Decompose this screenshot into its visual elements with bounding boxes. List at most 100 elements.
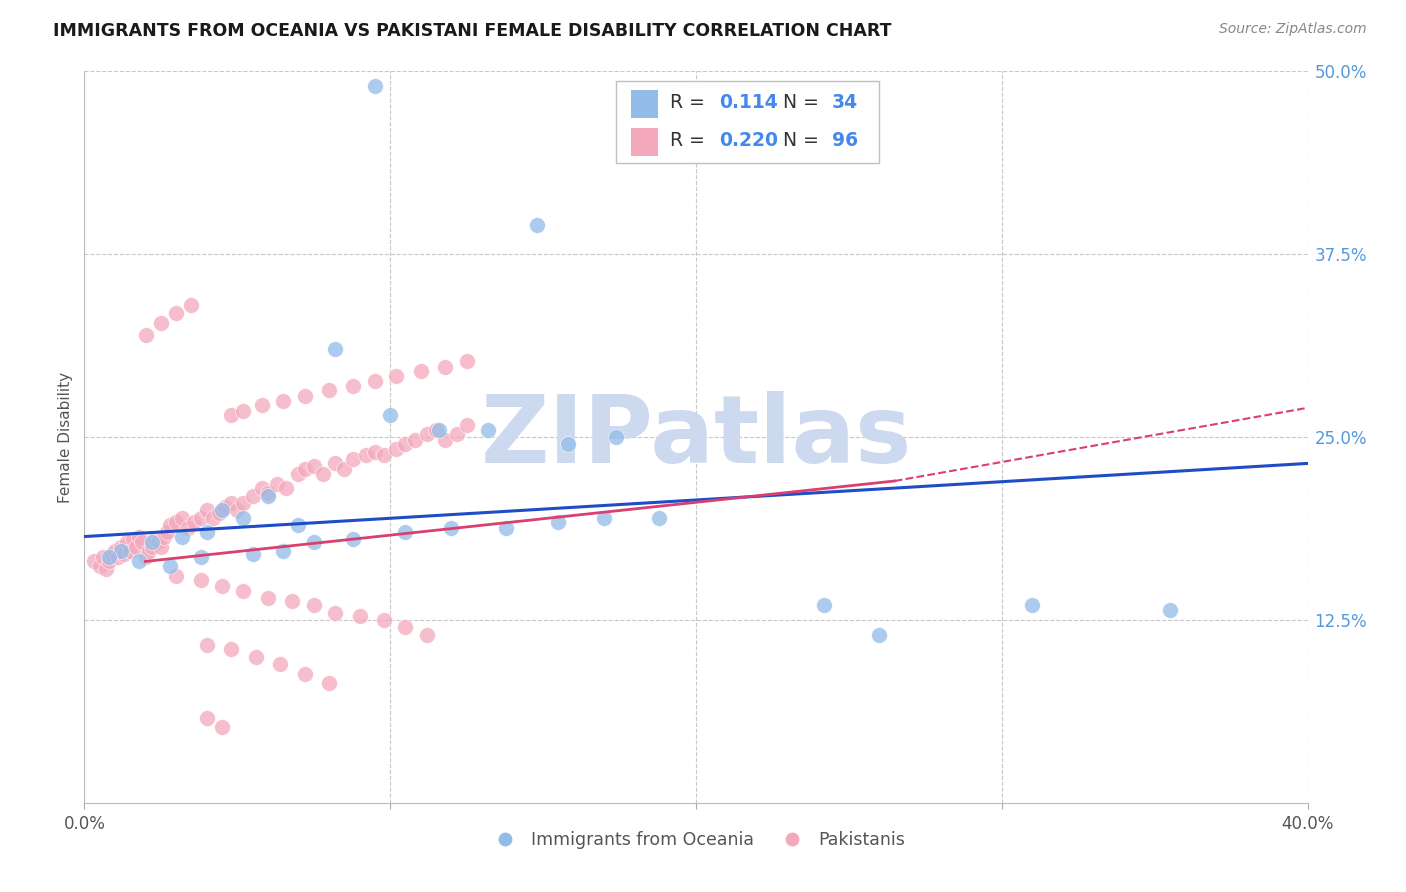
Point: [141, 535, 163, 549]
Point: [122, 533, 145, 547]
Point: [354, 448, 377, 462]
Text: Source: ZipAtlas.com: Source: ZipAtlas.com: [1219, 22, 1367, 37]
Point: [195, 525, 218, 540]
Point: [271, 393, 294, 408]
Point: [385, 442, 408, 456]
Point: [318, 676, 340, 690]
Point: [232, 496, 254, 510]
Point: [97, 554, 120, 568]
Point: [153, 530, 176, 544]
Point: [190, 574, 212, 588]
Point: [190, 510, 212, 524]
Point: [250, 398, 273, 412]
Point: [495, 521, 517, 535]
Point: [605, 430, 627, 444]
Point: [214, 500, 236, 515]
Point: [190, 549, 212, 564]
Point: [211, 503, 233, 517]
Point: [416, 627, 439, 641]
Point: [440, 521, 463, 535]
Text: 0.220: 0.220: [720, 131, 778, 150]
Point: [287, 517, 309, 532]
Text: R =: R =: [671, 93, 711, 112]
Text: N =: N =: [783, 131, 825, 150]
Point: [195, 711, 218, 725]
Point: [342, 533, 364, 547]
Point: [373, 448, 395, 462]
Point: [149, 540, 172, 554]
Point: [112, 547, 135, 561]
Point: [276, 481, 298, 495]
Point: [149, 316, 172, 330]
Point: [294, 667, 316, 681]
Point: [138, 544, 160, 558]
Point: [159, 558, 181, 573]
Point: [177, 521, 200, 535]
Point: [385, 368, 408, 383]
Point: [380, 408, 402, 422]
Point: [287, 467, 309, 481]
Point: [219, 408, 242, 422]
Point: [110, 540, 132, 554]
Point: [135, 549, 157, 564]
Point: [869, 627, 891, 641]
Point: [115, 535, 138, 549]
Point: [281, 594, 304, 608]
Point: [94, 562, 117, 576]
Point: [257, 489, 280, 503]
Text: ZIPatlas: ZIPatlas: [481, 391, 911, 483]
Point: [425, 423, 447, 437]
Point: [394, 525, 416, 540]
Point: [165, 515, 187, 529]
Point: [342, 452, 364, 467]
Point: [349, 608, 371, 623]
Point: [394, 620, 416, 634]
Point: [312, 467, 335, 481]
Text: 96: 96: [832, 131, 858, 150]
Point: [416, 427, 439, 442]
Point: [91, 549, 114, 564]
Point: [557, 437, 579, 451]
Point: [135, 327, 157, 342]
Point: [271, 544, 294, 558]
Y-axis label: Female Disability: Female Disability: [58, 371, 73, 503]
Point: [232, 583, 254, 598]
Point: [648, 510, 671, 524]
Point: [323, 606, 346, 620]
Point: [269, 657, 291, 671]
Point: [201, 510, 224, 524]
Point: [211, 720, 233, 734]
Point: [156, 525, 179, 540]
Point: [141, 540, 163, 554]
Point: [83, 554, 105, 568]
Point: [125, 540, 148, 554]
Point: [128, 554, 150, 568]
Point: [257, 485, 280, 500]
Point: [107, 549, 129, 564]
Point: [477, 423, 499, 437]
Point: [165, 569, 187, 583]
Point: [110, 544, 132, 558]
Point: [294, 389, 316, 403]
Point: [427, 423, 450, 437]
Point: [302, 459, 325, 474]
Point: [323, 343, 346, 357]
Point: [195, 638, 218, 652]
Point: [813, 599, 835, 613]
Point: [318, 384, 340, 398]
Point: [183, 515, 205, 529]
Point: [323, 457, 346, 471]
Point: [364, 375, 387, 389]
Point: [526, 218, 548, 232]
Point: [219, 642, 242, 657]
Point: [219, 496, 242, 510]
Point: [226, 503, 249, 517]
Point: [242, 547, 264, 561]
Point: [302, 599, 325, 613]
Point: [434, 359, 457, 374]
Point: [208, 506, 231, 520]
Point: [101, 547, 124, 561]
Point: [342, 379, 364, 393]
Point: [172, 530, 194, 544]
Point: [143, 533, 166, 547]
